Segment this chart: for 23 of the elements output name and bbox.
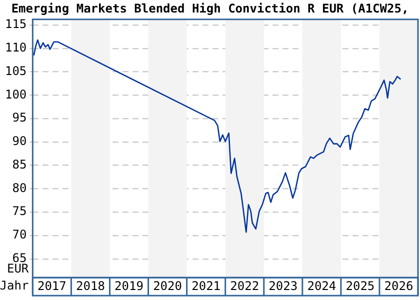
y-tick-label: 90 xyxy=(12,134,27,148)
y-tick-label: 70 xyxy=(12,228,27,242)
y-tick-label: 80 xyxy=(12,180,27,195)
y-tick-label: 110 xyxy=(4,40,27,55)
x-tick-label: 2019 xyxy=(114,278,144,293)
chart-title: Emerging Markets Blended High Conviction R EUR (A1CW25, xyxy=(11,1,409,16)
x-tick-label: 2021 xyxy=(192,278,221,293)
y-tick-label: 85 xyxy=(12,157,27,172)
x-tick-label: 2017 xyxy=(37,278,66,293)
x-tick-label: 2023 xyxy=(268,278,298,293)
y-tick-label: 75 xyxy=(12,204,27,218)
y-tick-label: 100 xyxy=(4,87,27,102)
x-tick-label: 2018 xyxy=(76,278,105,293)
y-tick-label: 105 xyxy=(4,64,27,78)
x-tick-label: 2020 xyxy=(153,278,182,293)
x-tick-label: 2025 xyxy=(346,278,375,293)
x-tick-label: 2022 xyxy=(230,278,260,293)
x-tick-label: 2024 xyxy=(307,278,336,293)
x-tick-label: 2026 xyxy=(384,278,414,293)
x-axis-title: Jahr xyxy=(0,278,29,293)
y-tick-label: 95 xyxy=(12,110,27,125)
y-tick-label: 115 xyxy=(4,17,27,32)
y-axis-title: EUR xyxy=(6,262,30,276)
